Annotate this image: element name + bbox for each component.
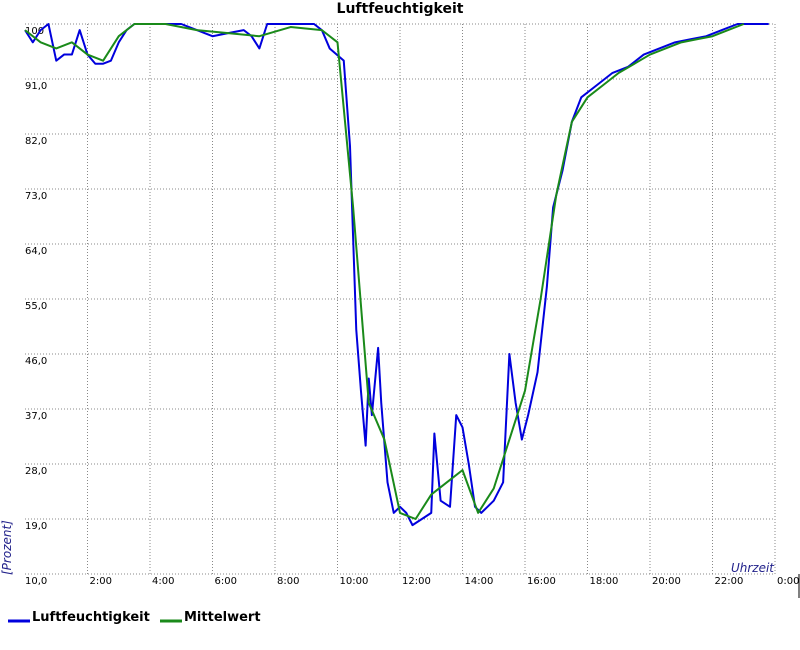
series-line: [24, 23, 769, 527]
x-tick-label: 14:00: [465, 576, 494, 587]
x-tick-label: 6:00: [215, 576, 237, 587]
x-tick-label: 12:00: [402, 576, 431, 587]
y-tick-label: 19,0: [25, 521, 47, 532]
x-tick-label: 22:00: [715, 576, 744, 587]
y-tick-label: 100: [25, 26, 44, 37]
x-tick-label: 18:00: [590, 576, 619, 587]
y-tick-label: 64,0: [25, 246, 47, 257]
x-tick-label: 8:00: [277, 576, 299, 587]
chart-title: Luftfeuchtigkeit: [337, 1, 464, 17]
x-tick-label: 2:00: [90, 576, 112, 587]
y-tick-label: 10,0: [25, 576, 47, 587]
y-tick-label: 28,0: [25, 466, 47, 477]
x-tick-label: 20:00: [652, 576, 681, 587]
x-tick-label: 4:00: [152, 576, 174, 587]
series-line: [24, 23, 745, 520]
y-tick-label: 37,0: [25, 411, 47, 422]
y-axis-label: [Prozent]: [0, 520, 14, 575]
x-axis-label: Uhrzeit: [731, 561, 775, 575]
y-tick-label: 91,0: [25, 81, 47, 92]
x-tick-label: 10:00: [340, 576, 369, 587]
legend-label: Mittelwert: [184, 610, 261, 625]
x-tick-label: 16:00: [527, 576, 556, 587]
y-tick-label: 46,0: [25, 356, 47, 367]
y-tick-label: 82,0: [25, 136, 47, 147]
y-tick-label: 55,0: [25, 301, 47, 312]
y-tick-label: 73,0: [25, 191, 47, 202]
legend-label: Luftfeuchtigkeit: [32, 610, 150, 625]
x-tick-label: 0:00: [777, 576, 799, 587]
